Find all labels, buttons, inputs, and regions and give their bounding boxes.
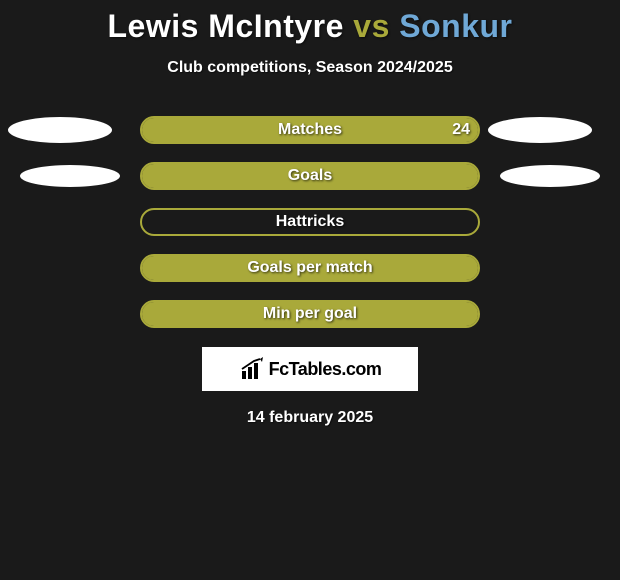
stat-bar: Matches24 — [140, 116, 480, 144]
logo-text: FcTables.com — [269, 359, 382, 380]
stat-row: Goals per match — [0, 253, 620, 283]
logo-box: FcTables.com — [202, 347, 418, 391]
stat-label: Goals per match — [142, 256, 478, 280]
stat-bar: Goals — [140, 162, 480, 190]
stat-label: Matches — [142, 118, 478, 142]
stat-bar: Min per goal — [140, 300, 480, 328]
chart-icon — [239, 357, 267, 381]
right-ellipse — [500, 165, 600, 187]
stat-bar: Goals per match — [140, 254, 480, 282]
vs-text: vs — [353, 8, 390, 44]
stat-label: Goals — [142, 164, 478, 188]
stat-row: Min per goal — [0, 299, 620, 329]
stat-label: Hattricks — [142, 210, 478, 234]
stat-value: 24 — [452, 118, 470, 142]
subtitle: Club competitions, Season 2024/2025 — [0, 59, 620, 77]
stat-label: Min per goal — [142, 302, 478, 326]
stat-row: Matches24 — [0, 115, 620, 145]
date-text: 14 february 2025 — [0, 409, 620, 427]
player2-name: Sonkur — [399, 8, 512, 44]
stat-rows: Matches24 Goals Hattricks Goals per match Mi… — [0, 115, 620, 329]
stat-row: Goals — [0, 161, 620, 191]
left-ellipse — [8, 117, 112, 143]
stat-row: Hattricks — [0, 207, 620, 237]
player1-name: Lewis McIntyre — [107, 8, 343, 44]
left-ellipse — [20, 165, 120, 187]
comparison-title: Lewis McIntyre vs Sonkur — [0, 0, 620, 45]
right-ellipse — [488, 117, 592, 143]
stat-bar: Hattricks — [140, 208, 480, 236]
